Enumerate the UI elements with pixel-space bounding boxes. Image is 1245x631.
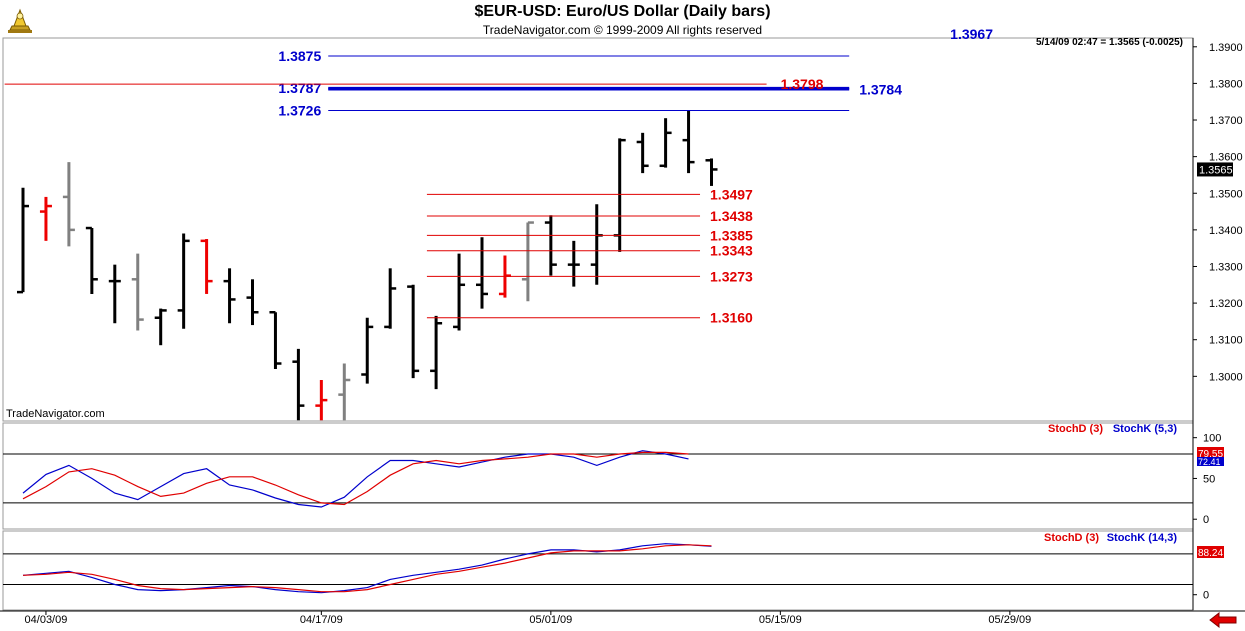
level-label: 1.3875 <box>278 48 321 64</box>
indicator-tick-label: 100 <box>1203 433 1221 445</box>
indicator-tick-label: 0 <box>1203 514 1209 526</box>
price-tick-label: 1.3700 <box>1209 115 1243 127</box>
stochk-value-label: 72.41 <box>1198 457 1221 467</box>
price-levels: 1.3875 1.3787 1.3784 1.3726 1.3798 1.3497 1.34… <box>4 26 993 326</box>
stochk-value-box <box>1197 457 1224 466</box>
price-bar <box>544 215 557 276</box>
price-tick-label: 1.3000 <box>1209 371 1243 383</box>
level-label: 1.3726 <box>278 102 321 118</box>
price-bar <box>62 162 75 247</box>
stoch-14-3-pane: StochK (14,3) StochD (3) 0 88.24 <box>3 532 1224 602</box>
price-bar <box>430 315 443 390</box>
price-bar <box>682 110 695 174</box>
price-bar <box>292 348 305 421</box>
legend-stochk: StochK (14,3) <box>1107 532 1178 544</box>
price-bar <box>17 187 29 294</box>
chart-header: $EUR-USD: Euro/US Dollar (Daily bars) Tr… <box>0 0 1245 38</box>
price-bar <box>223 268 236 324</box>
date-tick-label: 05/01/09 <box>529 614 572 626</box>
last-price-box <box>1197 162 1233 177</box>
price-bar <box>567 240 580 287</box>
pane-2 <box>2 422 1194 530</box>
price-bar <box>705 158 718 186</box>
price-tick-label: 1.3300 <box>1209 261 1243 273</box>
price-tick-label: 1.3900 <box>1209 42 1243 54</box>
stoch-series-line <box>22 451 689 506</box>
indicator-tick-label: 50 <box>1203 473 1215 485</box>
level-label: 1.3385 <box>710 227 753 243</box>
stoch-series-line <box>22 543 712 594</box>
stochd14-value-box <box>1197 546 1224 558</box>
level-label: 1.3497 <box>710 186 753 202</box>
price-bars: TradeNavigator.com <box>6 110 718 421</box>
date-tick-label: 05/29/09 <box>988 614 1031 626</box>
price-bar <box>246 279 259 326</box>
price-bar <box>39 196 52 241</box>
indicator-legend: StochK (5,3) StochD (3) <box>1048 423 1177 435</box>
legend-stochd: StochD (3) <box>1044 532 1099 544</box>
trade-navigator-logo-icon <box>8 8 32 33</box>
stoch-series-line <box>22 544 712 593</box>
chart-title: $EUR-USD: Euro/US Dollar (Daily bars) <box>474 3 771 20</box>
price-tick-label: 1.3100 <box>1209 335 1243 347</box>
status-readout: 5/14/09 02:47 = 1.3565 (-0.0025) <box>1035 37 1183 48</box>
level-label: 1.3273 <box>710 268 753 284</box>
date-axis: 04/03/09 04/17/09 05/01/09 05/15/09 05/29/09 <box>25 611 1031 626</box>
price-bar <box>315 379 328 421</box>
price-bar <box>659 118 672 168</box>
price-bar <box>154 308 167 346</box>
level-label: 1.3438 <box>710 208 753 224</box>
price-bar <box>407 284 420 379</box>
date-tick-label: 05/15/09 <box>759 614 802 626</box>
price-bar <box>361 317 374 384</box>
price-tick-label: 1.3800 <box>1209 78 1243 90</box>
level-label: 1.3798 <box>781 76 824 92</box>
copyright-text: TradeNavigator.com © 1999-2009 All right… <box>482 23 763 37</box>
price-axis: 1.3900 1.3800 1.3700 1.3600 1.3500 1.3400 1.33… <box>1193 42 1243 383</box>
date-tick-label: 04/17/09 <box>300 614 343 626</box>
price-bar <box>269 311 282 370</box>
legend-stochd: StochD (3) <box>1048 423 1103 435</box>
price-tick-label: 1.3600 <box>1209 152 1243 164</box>
indicator-legend: StochK (14,3) StochD (3) <box>1044 532 1177 544</box>
level-label-cut: 1.3967 <box>950 26 993 42</box>
stochd14-value-label: 88.24 <box>1198 548 1223 559</box>
price-tick-label: 1.3500 <box>1209 188 1243 200</box>
price-bar <box>476 237 488 309</box>
price-bar <box>384 268 397 329</box>
stochd-value-label: 79.55 <box>1198 449 1223 460</box>
price-bar <box>338 363 351 421</box>
price-bar <box>177 233 190 329</box>
stoch-series-line <box>22 450 689 508</box>
price-bar <box>200 239 213 294</box>
pane-3 <box>2 530 1194 611</box>
price-tick-label: 1.3400 <box>1209 225 1243 237</box>
price-bar <box>131 253 144 331</box>
level-label: 1.3784 <box>859 81 902 97</box>
level-label: 1.3343 <box>710 243 753 259</box>
level-label: 1.3787 <box>278 80 321 96</box>
last-price-label: 1.3565 <box>1199 164 1233 176</box>
indicator-tick-label: 0 <box>1203 590 1209 602</box>
price-bar <box>108 264 121 324</box>
price-bar <box>636 132 649 174</box>
legend-stochk: StochK (5,3) <box>1113 423 1178 435</box>
watermark-text: TradeNavigator.com <box>6 408 105 420</box>
back-arrow-icon[interactable] <box>1209 612 1237 628</box>
stochd-value-box <box>1197 447 1224 459</box>
price-bar <box>85 226 98 294</box>
date-tick-label: 04/03/09 <box>25 614 68 626</box>
price-tick-label: 1.3200 <box>1209 298 1243 310</box>
level-label: 1.3160 <box>710 310 753 326</box>
